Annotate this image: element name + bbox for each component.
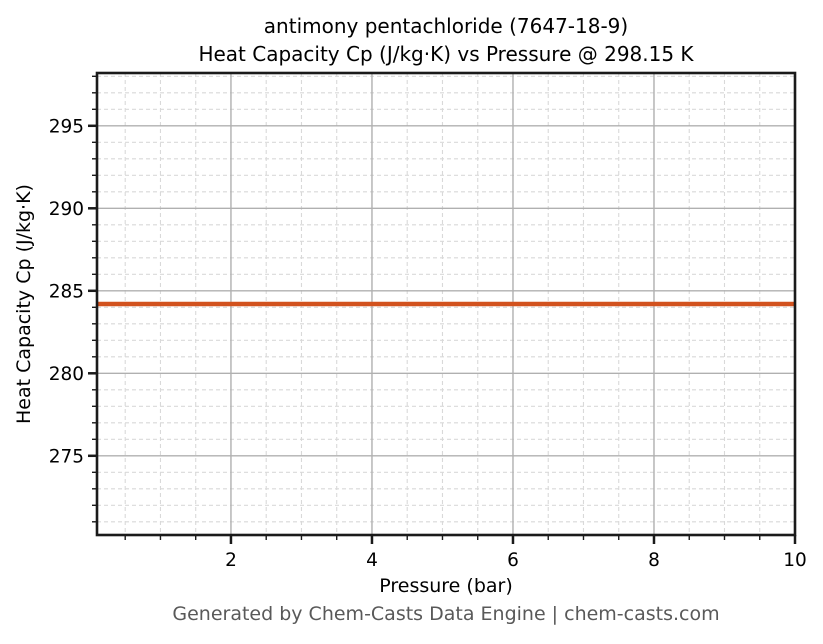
chart-title-line1: antimony pentachloride (7647-18-9) [263, 14, 629, 38]
x-tick-label: 10 [783, 550, 807, 571]
footer-credit: Generated by Chem-Casts Data Engine | ch… [172, 603, 720, 625]
y-axis-label: Heat Capacity Cp (J/kg·K) [13, 184, 35, 424]
x-tick-label: 6 [507, 550, 519, 571]
y-tick-label: 285 [49, 281, 84, 302]
chart-title-line2: Heat Capacity Cp (J/kg·K) vs Pressure @ … [198, 42, 694, 66]
x-tick-label: 2 [225, 550, 237, 571]
x-tick-label: 8 [648, 550, 660, 571]
y-tick-label: 280 [49, 364, 84, 385]
y-tick-label: 295 [49, 116, 84, 137]
y-tick-label: 275 [49, 446, 84, 467]
x-tick-label: 4 [366, 550, 378, 571]
x-axis-label: Pressure (bar) [379, 575, 513, 597]
y-tick-label: 290 [49, 199, 84, 220]
plot-border [95, 71, 797, 537]
